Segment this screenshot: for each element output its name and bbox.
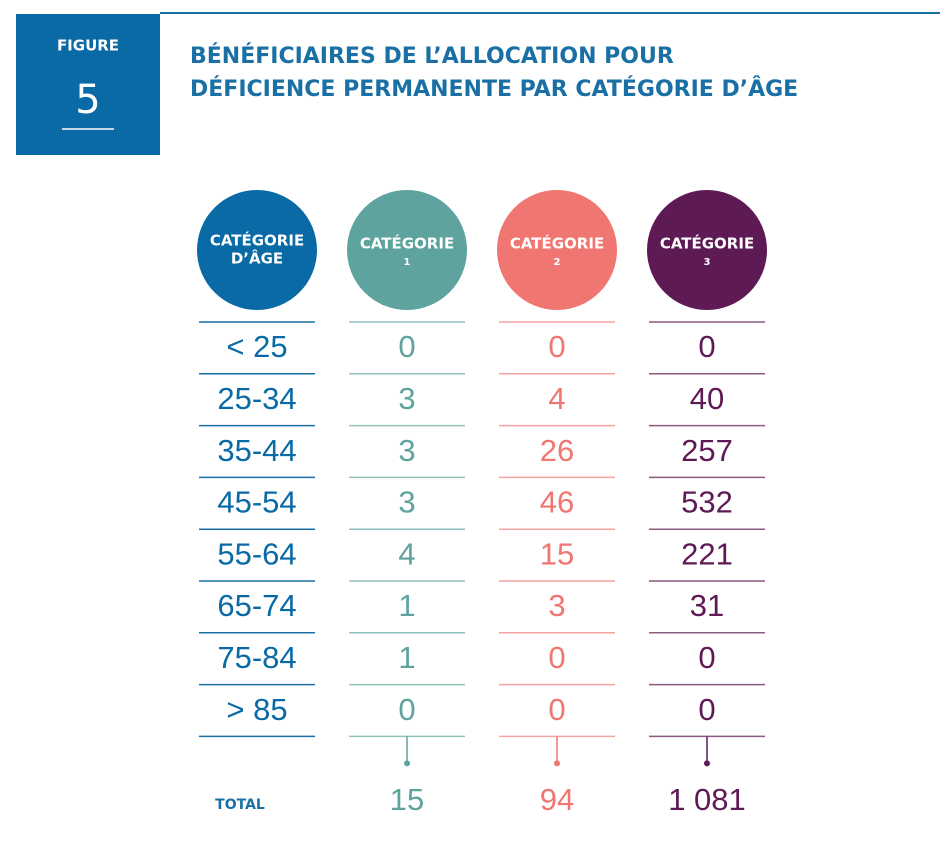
- cell: 46: [540, 485, 574, 520]
- stem-dot: [404, 760, 410, 767]
- header-circle: [497, 190, 617, 310]
- cell: 26: [540, 433, 574, 468]
- cell: 40: [690, 381, 724, 416]
- cell: 3: [548, 588, 565, 623]
- cell: 31: [690, 588, 724, 623]
- header-text: CATÉGORIE: [360, 234, 454, 253]
- cell: 257: [681, 433, 733, 468]
- cell: 35-44: [217, 433, 296, 468]
- header-sub: 1: [404, 257, 411, 268]
- title-line: DÉFICIENCE PERMANENTE PAR CATÉGORIE D’ÂG…: [190, 76, 798, 102]
- cell: 1: [398, 588, 415, 623]
- header-circle: [347, 190, 467, 310]
- header-circle: [197, 190, 317, 310]
- cell: 15: [540, 536, 574, 571]
- cell: 0: [398, 692, 415, 727]
- stem-dot: [704, 760, 710, 767]
- cell: < 25: [226, 329, 287, 364]
- cell: 532: [681, 485, 733, 520]
- cell: 0: [398, 329, 415, 364]
- stem-dot: [554, 760, 560, 767]
- cell: 4: [548, 381, 565, 416]
- total-value: 15: [390, 782, 424, 817]
- cell: 221: [681, 536, 733, 571]
- cell: 0: [548, 640, 565, 675]
- cell: 45-54: [217, 485, 296, 520]
- cell: 25-34: [217, 381, 296, 416]
- cell: 0: [698, 692, 715, 727]
- header-sub: 2: [554, 257, 561, 268]
- figure-label: FIGURE: [57, 37, 119, 55]
- total-value: 94: [540, 782, 574, 817]
- header-text: CATÉGORIE: [510, 234, 604, 253]
- cell: 3: [398, 433, 415, 468]
- cell: 55-64: [217, 536, 296, 571]
- cell: 4: [398, 536, 415, 571]
- cell: 75-84: [217, 640, 296, 675]
- cell: 0: [698, 640, 715, 675]
- total-value: 1 081: [668, 782, 746, 817]
- figure-number: 5: [75, 77, 100, 123]
- cell: 0: [548, 329, 565, 364]
- cell: 0: [698, 329, 715, 364]
- cell: > 85: [226, 692, 287, 727]
- header-circle: [647, 190, 767, 310]
- header-text: D’ÂGE: [231, 249, 283, 268]
- header-text: CATÉGORIE: [660, 234, 754, 253]
- header-sub: 3: [704, 257, 711, 268]
- header-text: CATÉGORIE: [210, 231, 304, 250]
- cell: 0: [548, 692, 565, 727]
- cell: 65-74: [217, 588, 296, 623]
- title-line: BÉNÉFICIAIRES DE L’ALLOCATION POUR: [190, 43, 674, 69]
- cell: 1: [398, 640, 415, 675]
- total-label: TOTAL: [215, 797, 265, 813]
- cell: 3: [398, 485, 415, 520]
- cell: 3: [398, 381, 415, 416]
- figure-box: [16, 14, 160, 155]
